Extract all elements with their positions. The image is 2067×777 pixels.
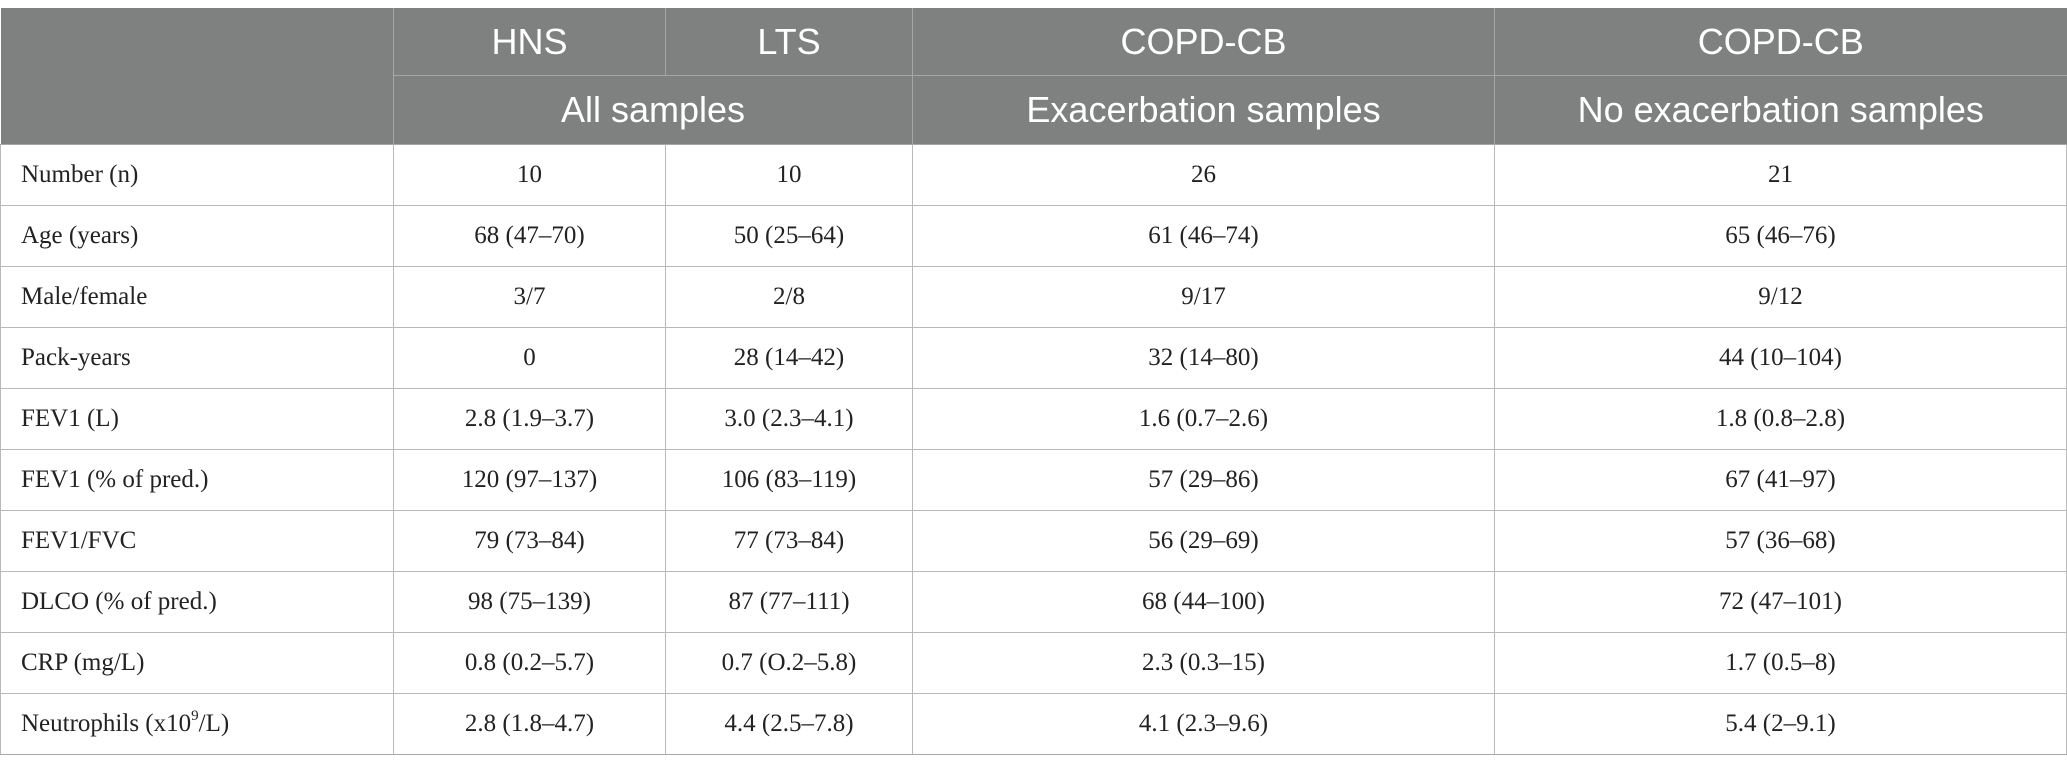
row-label: FEV1 (L) — [0, 388, 394, 450]
table-row: Number (n) 10 10 26 21 — [0, 144, 2067, 206]
cell-hns: 0.8 (0.2–5.7) — [393, 632, 666, 694]
cell-copd-exacerbation: 9/17 — [912, 266, 1495, 328]
header-no-exacerbation-samples: No exacerbation samples — [1494, 75, 2067, 145]
table-row: CRP (mg/L) 0.8 (0.2–5.7) 0.7 (O.2–5.8) 2… — [0, 632, 2067, 694]
cell-hns: 0 — [393, 327, 666, 389]
row-label-suffix: /L) — [198, 710, 230, 737]
cell-copd-exacerbation: 32 (14–80) — [912, 327, 1495, 389]
header-all-samples: All samples — [393, 75, 913, 145]
cell-copd-exacerbation: 26 — [912, 144, 1495, 206]
row-label: CRP (mg/L) — [0, 632, 394, 694]
row-label: FEV1 (% of pred.) — [0, 449, 394, 511]
cell-copd-exacerbation: 57 (29–86) — [912, 449, 1495, 511]
header-copd-cb-exacerbation: COPD-CB — [912, 8, 1495, 76]
table-row: Neutrophils (x109/L) 2.8 (1.8–4.7) 4.4 (… — [0, 693, 2067, 755]
cell-hns: 98 (75–139) — [393, 571, 666, 633]
header-hns: HNS — [393, 8, 666, 76]
header-exacerbation-samples: Exacerbation samples — [912, 75, 1495, 145]
cell-hns: 10 — [393, 144, 666, 206]
cell-lts: 4.4 (2.5–7.8) — [665, 693, 913, 755]
cell-hns: 120 (97–137) — [393, 449, 666, 511]
cell-copd-no-exacerbation: 72 (47–101) — [1494, 571, 2067, 633]
patient-characteristics-table: HNS LTS COPD-CB COPD-CB All samples Exac… — [0, 8, 2067, 755]
row-label: Neutrophils (x109/L) — [0, 693, 394, 755]
cell-lts: 10 — [665, 144, 913, 206]
cell-copd-exacerbation: 56 (29–69) — [912, 510, 1495, 572]
table-row: Pack-years 0 28 (14–42) 32 (14–80) 44 (1… — [0, 327, 2067, 389]
cell-copd-no-exacerbation: 5.4 (2–9.1) — [1494, 693, 2067, 755]
cell-copd-exacerbation: 2.3 (0.3–15) — [912, 632, 1495, 694]
table-header: HNS LTS COPD-CB COPD-CB All samples Exac… — [0, 8, 2067, 145]
cell-hns: 79 (73–84) — [393, 510, 666, 572]
header-lts: LTS — [665, 8, 913, 76]
header-row-groups: HNS LTS COPD-CB COPD-CB — [0, 8, 2067, 145]
table-row: Male/female 3/7 2/8 9/17 9/12 — [0, 266, 2067, 328]
row-label: FEV1/FVC — [0, 510, 394, 572]
cell-lts: 106 (83–119) — [665, 449, 913, 511]
cell-hns: 2.8 (1.9–3.7) — [393, 388, 666, 450]
cell-lts: 28 (14–42) — [665, 327, 913, 389]
cell-copd-no-exacerbation: 57 (36–68) — [1494, 510, 2067, 572]
row-label: Age (years) — [0, 205, 394, 267]
cell-lts: 2/8 — [665, 266, 913, 328]
cell-copd-no-exacerbation: 65 (46–76) — [1494, 205, 2067, 267]
row-label: DLCO (% of pred.) — [0, 571, 394, 633]
table-row: FEV1 (% of pred.) 120 (97–137) 106 (83–1… — [0, 449, 2067, 511]
cell-copd-exacerbation: 1.6 (0.7–2.6) — [912, 388, 1495, 450]
header-corner-cell — [0, 8, 394, 145]
row-label-prefix: Neutrophils (x10 — [21, 710, 192, 737]
cell-copd-no-exacerbation: 67 (41–97) — [1494, 449, 2067, 511]
cell-lts: 50 (25–64) — [665, 205, 913, 267]
header-copd-cb-no-exacerbation: COPD-CB — [1494, 8, 2067, 76]
row-label: Male/female — [0, 266, 394, 328]
cell-hns: 68 (47–70) — [393, 205, 666, 267]
cell-copd-no-exacerbation: 44 (10–104) — [1494, 327, 2067, 389]
cell-lts: 0.7 (O.2–5.8) — [665, 632, 913, 694]
row-label: Pack-years — [0, 327, 394, 389]
row-label-superscript: 9 — [191, 707, 199, 724]
cell-hns: 2.8 (1.8–4.7) — [393, 693, 666, 755]
cell-lts: 3.0 (2.3–4.1) — [665, 388, 913, 450]
cell-copd-exacerbation: 68 (44–100) — [912, 571, 1495, 633]
cell-lts: 87 (77–111) — [665, 571, 913, 633]
table-row: FEV1 (L) 2.8 (1.9–3.7) 3.0 (2.3–4.1) 1.6… — [0, 388, 2067, 450]
cell-copd-exacerbation: 61 (46–74) — [912, 205, 1495, 267]
row-label: Number (n) — [0, 144, 394, 206]
header-row-samples: All samples Exacerbation samples No exac… — [1, 75, 2067, 145]
cell-copd-no-exacerbation: 9/12 — [1494, 266, 2067, 328]
table-body: Number (n) 10 10 26 21 Age (years) 68 (4… — [0, 144, 2067, 755]
cell-copd-exacerbation: 4.1 (2.3–9.6) — [912, 693, 1495, 755]
table-row: DLCO (% of pred.) 98 (75–139) 87 (77–111… — [0, 571, 2067, 633]
cell-lts: 77 (73–84) — [665, 510, 913, 572]
cell-copd-no-exacerbation: 1.7 (0.5–8) — [1494, 632, 2067, 694]
table-row: FEV1/FVC 79 (73–84) 77 (73–84) 56 (29–69… — [0, 510, 2067, 572]
table-row: Age (years) 68 (47–70) 50 (25–64) 61 (46… — [0, 205, 2067, 267]
cell-copd-no-exacerbation: 21 — [1494, 144, 2067, 206]
cell-hns: 3/7 — [393, 266, 666, 328]
cell-copd-no-exacerbation: 1.8 (0.8–2.8) — [1494, 388, 2067, 450]
